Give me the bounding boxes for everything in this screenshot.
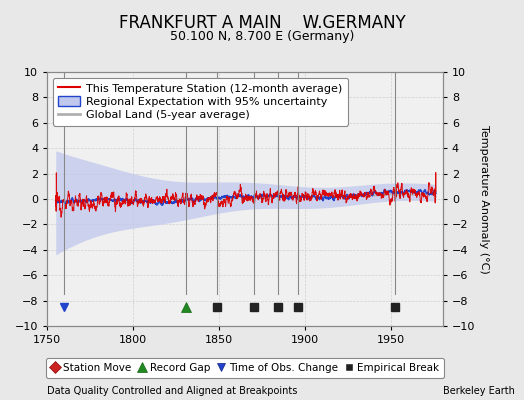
Text: Berkeley Earth: Berkeley Earth: [443, 386, 515, 396]
Legend: Station Move, Record Gap, Time of Obs. Change, Empirical Break: Station Move, Record Gap, Time of Obs. C…: [46, 358, 444, 378]
Text: 50.100 N, 8.700 E (Germany): 50.100 N, 8.700 E (Germany): [170, 30, 354, 43]
Text: FRANKFURT A MAIN    W.GERMANY: FRANKFURT A MAIN W.GERMANY: [118, 14, 406, 32]
Y-axis label: Temperature Anomaly (°C): Temperature Anomaly (°C): [479, 125, 489, 273]
Text: Data Quality Controlled and Aligned at Breakpoints: Data Quality Controlled and Aligned at B…: [47, 386, 298, 396]
Legend: This Temperature Station (12-month average), Regional Expectation with 95% uncer: This Temperature Station (12-month avera…: [53, 78, 348, 126]
